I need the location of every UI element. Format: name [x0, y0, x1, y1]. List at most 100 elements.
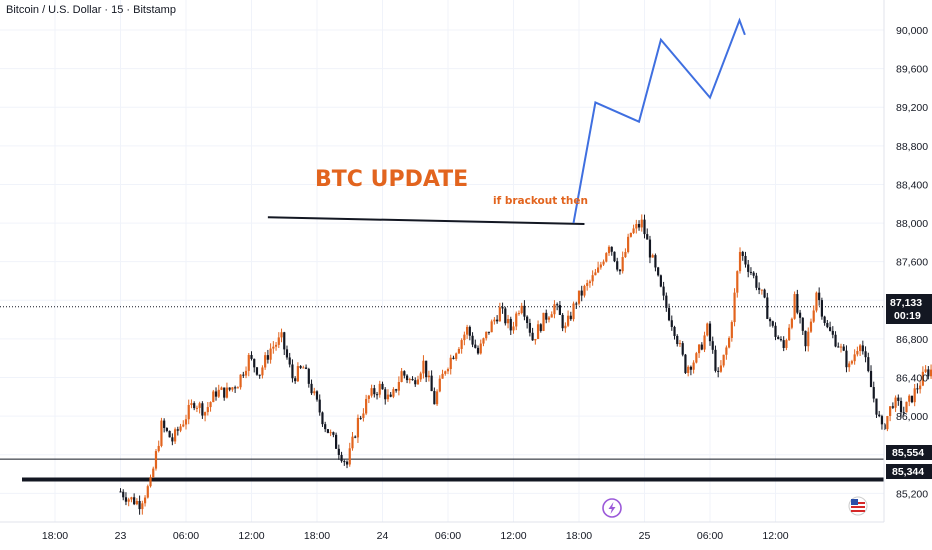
y-tick-label: 87,600	[896, 257, 928, 269]
y-tick-label: 89,600	[896, 64, 928, 76]
candle-body	[902, 412, 905, 414]
x-tick-label: 12:00	[500, 530, 526, 542]
candle-body	[471, 335, 474, 345]
candle-body	[717, 370, 720, 372]
candle-body	[531, 332, 534, 341]
candle-body	[487, 331, 491, 333]
candle-body	[455, 353, 458, 359]
y-tick-label: 85,200	[896, 488, 928, 500]
candle-body	[864, 351, 867, 358]
candle-body	[422, 360, 425, 374]
candle-body	[692, 362, 695, 370]
candle-body	[545, 312, 548, 320]
candle-body	[572, 303, 575, 320]
candle-body	[209, 402, 212, 408]
candle-body	[506, 318, 510, 324]
candle-body	[646, 234, 649, 240]
time-axis[interactable]: 18:00 23 06:00 12:00 18:00 24 06:00 12:00 18:00 2…	[0, 521, 884, 542]
candle-body	[861, 345, 864, 352]
resistance-line	[267, 216, 585, 226]
candle-body	[771, 321, 774, 326]
candle-body	[818, 292, 821, 301]
candle-body	[304, 367, 308, 369]
price-axis[interactable]: 90,000 89,600 89,200 88,800 88,400 88,000 87,6…	[883, 0, 928, 522]
support-upper-tag: 85,554	[892, 447, 924, 459]
candle-body	[910, 395, 914, 403]
support-lower-tag-bg	[886, 464, 932, 479]
candle-body	[812, 310, 815, 322]
candle-body	[798, 312, 802, 318]
candle-body	[509, 318, 512, 331]
candle-body	[165, 428, 168, 431]
candle-body	[828, 327, 832, 331]
candle-body	[687, 366, 690, 373]
candle-body	[184, 419, 188, 425]
candle-body	[788, 327, 791, 341]
projection-line	[572, 17, 746, 224]
candle-body	[217, 389, 220, 397]
candle-body	[335, 434, 338, 449]
candle-body	[839, 346, 843, 348]
candle-body	[130, 497, 133, 500]
y-tick-label: 86,000	[896, 411, 928, 423]
candle-body	[427, 375, 430, 378]
candle-body	[119, 491, 122, 493]
candle-body	[247, 354, 250, 371]
candle-body	[826, 322, 829, 328]
candle-body	[602, 261, 605, 265]
chart-title-annotation: BTC UPDATE	[315, 167, 468, 192]
candle-body	[127, 499, 130, 502]
grid	[0, 0, 884, 522]
candle-body	[547, 317, 551, 320]
candle-body	[321, 412, 324, 425]
y-tick-label: 89,200	[896, 102, 928, 114]
candle-body	[370, 388, 373, 396]
candle-body	[523, 305, 526, 317]
candle-body	[441, 373, 444, 379]
x-tick-label: 18:00	[42, 530, 68, 542]
candle-body	[220, 387, 223, 390]
candle-body	[373, 388, 376, 395]
candle-body	[880, 416, 884, 425]
candle-body	[804, 330, 807, 347]
candle-body	[430, 375, 433, 392]
candle-body	[425, 360, 428, 378]
candle-body	[498, 307, 501, 322]
candle-body	[823, 316, 826, 323]
us-flag-icon[interactable]	[848, 496, 868, 516]
candle-body	[654, 255, 657, 268]
candle-body	[651, 255, 654, 258]
candle-body	[405, 375, 409, 381]
lightning-icon[interactable]	[602, 498, 622, 518]
candle-body	[313, 391, 316, 394]
candle-body	[564, 325, 567, 329]
candle-body	[231, 387, 234, 390]
candle-body	[198, 403, 201, 408]
candle-body	[419, 373, 422, 380]
candle-body	[375, 394, 379, 396]
candle-body	[733, 292, 736, 323]
candle-body	[354, 436, 357, 438]
y-tick-label: 88,800	[896, 141, 928, 153]
y-tick-label: 90,000	[896, 25, 928, 37]
candle-body	[182, 424, 185, 427]
candle-body	[627, 236, 630, 253]
candle-body	[556, 304, 559, 306]
candle-body	[212, 391, 215, 403]
candle-body	[850, 361, 854, 364]
candle-body	[744, 255, 747, 265]
candle-body	[700, 344, 703, 350]
candle-body	[288, 357, 291, 365]
candle-body	[883, 424, 886, 430]
candle-body	[463, 334, 466, 341]
y-tick-label: 86,800	[896, 334, 928, 346]
candle-body	[558, 305, 561, 315]
x-tick-label: 25	[639, 530, 651, 542]
candle-body	[253, 358, 256, 368]
candle-body	[468, 326, 471, 336]
candle-body	[908, 395, 911, 402]
candle-body	[466, 326, 469, 335]
candle-body	[569, 315, 572, 320]
candle-body	[329, 432, 332, 434]
